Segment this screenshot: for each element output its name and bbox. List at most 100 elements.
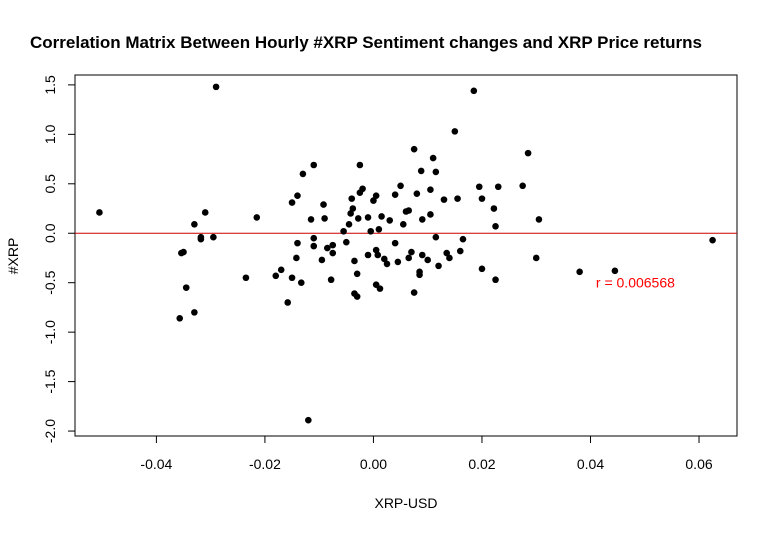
data-point xyxy=(611,267,619,275)
data-point xyxy=(535,216,543,223)
data-point xyxy=(320,201,327,208)
data-point xyxy=(288,274,296,282)
data-point xyxy=(348,195,356,202)
data-point xyxy=(532,254,540,262)
x-tick-label: 0.06 xyxy=(685,456,712,472)
data-point xyxy=(277,266,285,274)
data-point xyxy=(410,145,418,153)
data-point xyxy=(294,192,301,199)
data-point xyxy=(408,248,415,256)
x-tick-label: 0.00 xyxy=(360,456,387,472)
data-point xyxy=(418,251,426,259)
data-point xyxy=(321,215,328,222)
data-point xyxy=(709,236,716,244)
y-tick-label: -1.0 xyxy=(42,320,58,344)
data-point xyxy=(364,214,372,221)
data-point xyxy=(370,197,377,204)
data-point xyxy=(391,191,399,198)
data-point xyxy=(242,274,250,282)
data-point xyxy=(210,233,217,241)
data-point xyxy=(372,192,380,199)
x-tick-label: -0.04 xyxy=(140,456,172,472)
chart-title: Correlation Matrix Between Hourly #XRP S… xyxy=(30,33,702,52)
y-tick-label: 0.0 xyxy=(42,223,58,243)
y-tick-label: 1.0 xyxy=(42,124,58,144)
data-point xyxy=(347,210,354,217)
data-point xyxy=(351,257,358,265)
y-tick-label: -2.0 xyxy=(42,419,58,443)
data-point xyxy=(399,221,407,228)
data-point xyxy=(307,216,315,223)
data-point xyxy=(405,207,413,214)
y-tick-label: 1.5 xyxy=(42,75,58,95)
data-point xyxy=(470,87,478,95)
data-point xyxy=(176,315,184,322)
data-point xyxy=(374,251,382,259)
data-point xyxy=(212,83,220,91)
data-point xyxy=(519,182,526,190)
data-point xyxy=(446,254,453,262)
data-point xyxy=(359,185,366,193)
data-point xyxy=(440,196,448,203)
y-axis-label: #XRP xyxy=(5,238,21,275)
data-point xyxy=(191,221,198,228)
data-point xyxy=(429,154,437,162)
y-tick-label: -0.5 xyxy=(42,270,58,294)
data-point xyxy=(310,234,318,242)
data-point xyxy=(349,205,357,212)
data-point xyxy=(478,195,486,202)
data-point xyxy=(413,190,421,197)
data-point xyxy=(299,170,307,178)
data-point xyxy=(253,214,261,221)
data-point xyxy=(310,242,318,250)
data-point xyxy=(310,161,318,169)
data-point xyxy=(432,168,440,176)
x-tick-label: 0.02 xyxy=(468,456,495,472)
x-axis-label: XRP-USD xyxy=(374,495,437,511)
data-point xyxy=(417,167,425,175)
data-point xyxy=(410,289,418,296)
data-point xyxy=(376,285,384,292)
data-point xyxy=(478,265,486,273)
data-point xyxy=(353,293,361,300)
data-point xyxy=(380,255,388,263)
correlation-annotation: r = 0.006568 xyxy=(596,275,675,291)
data-point xyxy=(456,247,464,255)
y-axis: -2.0 -1.5 -1.0 -0.5 0.0 0.5 1.0 1.5 xyxy=(42,75,75,443)
data-point xyxy=(288,199,296,206)
data-point xyxy=(96,209,103,216)
data-point xyxy=(494,183,502,191)
data-point xyxy=(324,244,331,252)
x-axis: -0.04 -0.02 0.00 0.02 0.04 0.06 xyxy=(140,436,713,472)
data-point xyxy=(424,256,432,264)
data-point xyxy=(305,416,312,424)
data-point xyxy=(284,299,292,306)
data-point xyxy=(490,205,498,212)
data-point xyxy=(391,239,399,247)
data-point xyxy=(367,227,375,235)
data-point xyxy=(454,195,461,202)
data-point xyxy=(318,256,326,264)
x-tick-label: -0.02 xyxy=(249,456,281,472)
data-point xyxy=(297,279,305,286)
data-point xyxy=(364,251,372,259)
data-point xyxy=(182,284,190,291)
data-point xyxy=(418,216,426,223)
data-point xyxy=(405,254,413,262)
data-point xyxy=(345,221,353,228)
y-tick-label: 0.5 xyxy=(42,174,58,194)
data-point xyxy=(383,260,391,268)
y-tick-label: -1.5 xyxy=(42,369,58,393)
data-point xyxy=(378,213,385,220)
data-point xyxy=(459,235,467,243)
data-point xyxy=(435,262,442,270)
data-point xyxy=(375,225,383,233)
data-point xyxy=(427,186,434,194)
data-point xyxy=(427,211,434,218)
data-points xyxy=(96,83,716,424)
data-point xyxy=(394,258,402,266)
data-point xyxy=(343,238,350,246)
data-point xyxy=(197,233,205,241)
data-point xyxy=(293,254,300,262)
